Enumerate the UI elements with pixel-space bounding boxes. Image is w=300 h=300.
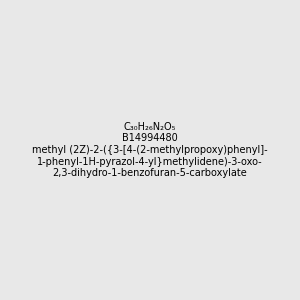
Text: C₃₀H₂₆N₂O₅
B14994480
methyl (2Z)-2-({3-[4-(2-methylpropoxy)phenyl]-
1-phenyl-1H-: C₃₀H₂₆N₂O₅ B14994480 methyl (2Z)-2-({3-[…	[32, 122, 268, 178]
